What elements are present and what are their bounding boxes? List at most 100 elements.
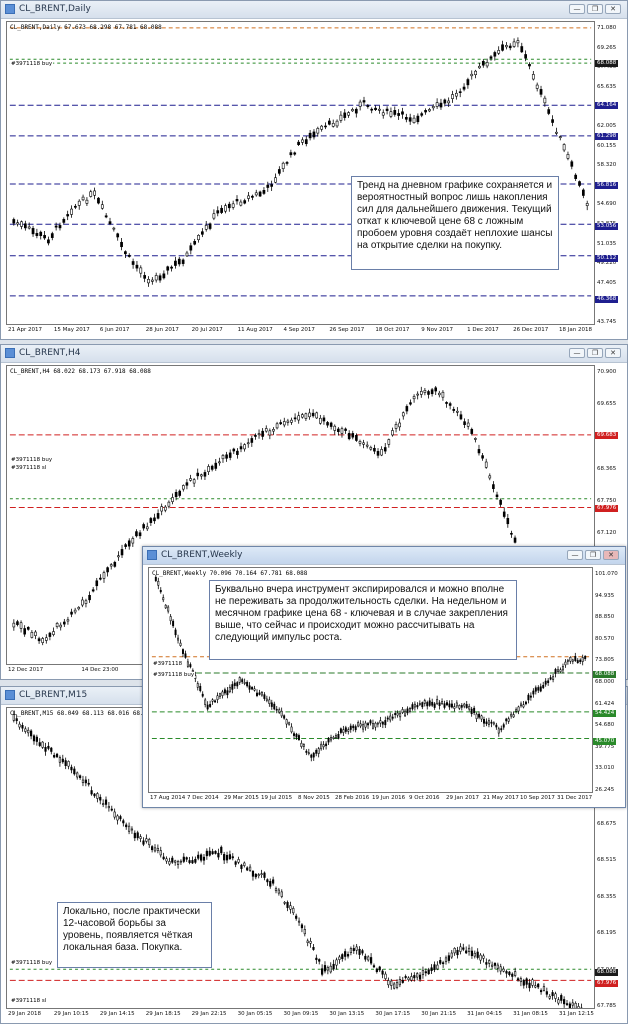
candle xyxy=(167,500,171,509)
close-button[interactable]: ✕ xyxy=(603,550,619,560)
candle xyxy=(338,954,341,964)
candle xyxy=(135,529,138,538)
candle xyxy=(559,667,562,673)
candle xyxy=(188,856,191,865)
candle xyxy=(475,712,478,723)
date-tick: 29 Jan 2018 xyxy=(8,1011,41,1017)
candle xyxy=(574,652,577,662)
candle xyxy=(315,954,318,964)
candle xyxy=(416,391,419,400)
candle xyxy=(153,844,157,853)
candle xyxy=(102,570,106,583)
h4-titlebar[interactable]: CL_BRENT,H4 — ❐ ✕ xyxy=(1,345,627,363)
candle xyxy=(337,731,340,740)
price-tick: 70.900 xyxy=(597,369,617,375)
candle xyxy=(212,209,216,221)
restore-button[interactable]: ❐ xyxy=(587,348,603,358)
candle xyxy=(176,859,180,869)
candle xyxy=(447,952,450,964)
date-tick: 30 Jan 09:15 xyxy=(283,1011,319,1017)
candle xyxy=(387,438,391,448)
candle xyxy=(238,676,241,685)
date-tick: 8 Nov 2015 xyxy=(298,795,330,801)
candle xyxy=(484,458,488,469)
candle xyxy=(283,900,286,906)
candle xyxy=(221,453,225,463)
weekly-chart-window[interactable]: CL_BRENT,Weekly — ❐ ✕ CL_BRENT,Weekly 70… xyxy=(142,546,626,808)
daily-titlebar[interactable]: CL_BRENT,Daily — ❐ ✕ xyxy=(1,1,627,19)
close-button[interactable]: ✕ xyxy=(605,4,621,14)
date-tick: 4 Sep 2017 xyxy=(283,327,315,333)
weekly-titlebar[interactable]: CL_BRENT,Weekly — ❐ ✕ xyxy=(143,547,625,565)
candle xyxy=(487,717,490,728)
candle xyxy=(416,702,419,710)
candle xyxy=(331,119,335,128)
daily-price-axis[interactable]: 71.08069.26567.45065.63563.82062.00560.1… xyxy=(595,21,627,325)
price-level-badge: 68.088 xyxy=(595,968,619,976)
candle xyxy=(315,748,318,757)
candle xyxy=(466,77,470,89)
candle xyxy=(470,427,474,436)
price-tick: 62.005 xyxy=(597,123,617,129)
candle xyxy=(364,720,367,731)
candle xyxy=(470,706,473,717)
candle xyxy=(32,734,36,745)
candle xyxy=(16,219,20,227)
candle xyxy=(186,658,189,668)
candle xyxy=(286,418,290,426)
candle xyxy=(571,658,574,665)
candle xyxy=(532,688,535,698)
candle xyxy=(413,972,416,982)
candle xyxy=(254,433,257,440)
price-tick: 68.675 xyxy=(597,820,617,827)
candle xyxy=(225,851,229,864)
minimize-button[interactable]: — xyxy=(569,4,585,14)
minimize-button[interactable]: — xyxy=(567,550,583,560)
weekly-price-axis[interactable]: 101.070 94.935 88.850 80.570 73.805 68.000 61.… xyxy=(593,567,625,793)
candle xyxy=(169,614,172,625)
candle xyxy=(246,680,249,688)
candle xyxy=(312,943,315,951)
candle xyxy=(148,837,151,848)
restore-button[interactable]: ❐ xyxy=(587,4,603,14)
candle xyxy=(463,418,466,429)
candle xyxy=(78,774,82,780)
candle xyxy=(236,681,239,689)
candle xyxy=(502,722,505,730)
candle xyxy=(62,217,66,225)
date-tick: 30 Jan 05:15 xyxy=(237,1011,273,1017)
daily-chart-window[interactable]: CL_BRENT,Daily — ❐ ✕ CL_BRENT,Daily 67.6… xyxy=(0,0,628,340)
candle xyxy=(519,976,523,987)
candle xyxy=(571,999,574,1008)
minimize-button[interactable]: — xyxy=(569,348,585,358)
price-level-badge: 69.683 xyxy=(595,431,619,439)
candle xyxy=(70,205,73,218)
candle xyxy=(426,700,429,710)
weekly-ohlc-info: CL_BRENT,Weekly 70.096 70.164 67.781 68.… xyxy=(152,570,308,577)
restore-button[interactable]: ❐ xyxy=(585,550,601,560)
candle xyxy=(104,213,108,219)
candle xyxy=(312,751,315,761)
weekly-price-plot[interactable]: CL_BRENT,Weekly 70.096 70.164 67.781 68.… xyxy=(148,567,593,793)
candle xyxy=(194,856,197,864)
candle xyxy=(59,622,63,631)
price-tick: 67.120 xyxy=(597,530,617,537)
candle xyxy=(76,771,79,780)
candle xyxy=(544,678,547,687)
candle xyxy=(206,701,209,711)
candle xyxy=(407,976,410,982)
weekly-date-axis[interactable]: 17 Aug 2014 7 Dec 2014 29 Mar 2015 19 Jul 2… xyxy=(148,794,593,806)
candle xyxy=(537,685,540,694)
candle xyxy=(408,113,412,125)
date-tick: 29 Jan 22:15 xyxy=(191,1011,227,1017)
daily-date-axis[interactable]: 21 Apr 2017 15 May 2017 6 Jun 2017 28 Jun 2… xyxy=(6,326,595,338)
candle xyxy=(459,410,463,421)
m15-date-axis[interactable]: 29 Jan 2018 29 Jan 10:15 29 Jan 14:15 29 Ja… xyxy=(6,1010,595,1022)
date-tick: 29 Jan 14:15 xyxy=(99,1011,135,1017)
candle xyxy=(117,551,120,561)
candle xyxy=(289,149,293,158)
close-button[interactable]: ✕ xyxy=(605,348,621,358)
candle xyxy=(318,958,321,965)
candle xyxy=(514,967,517,978)
daily-price-plot[interactable]: CL_BRENT,Daily 67.673 68.298 67.781 68.0… xyxy=(6,21,595,325)
